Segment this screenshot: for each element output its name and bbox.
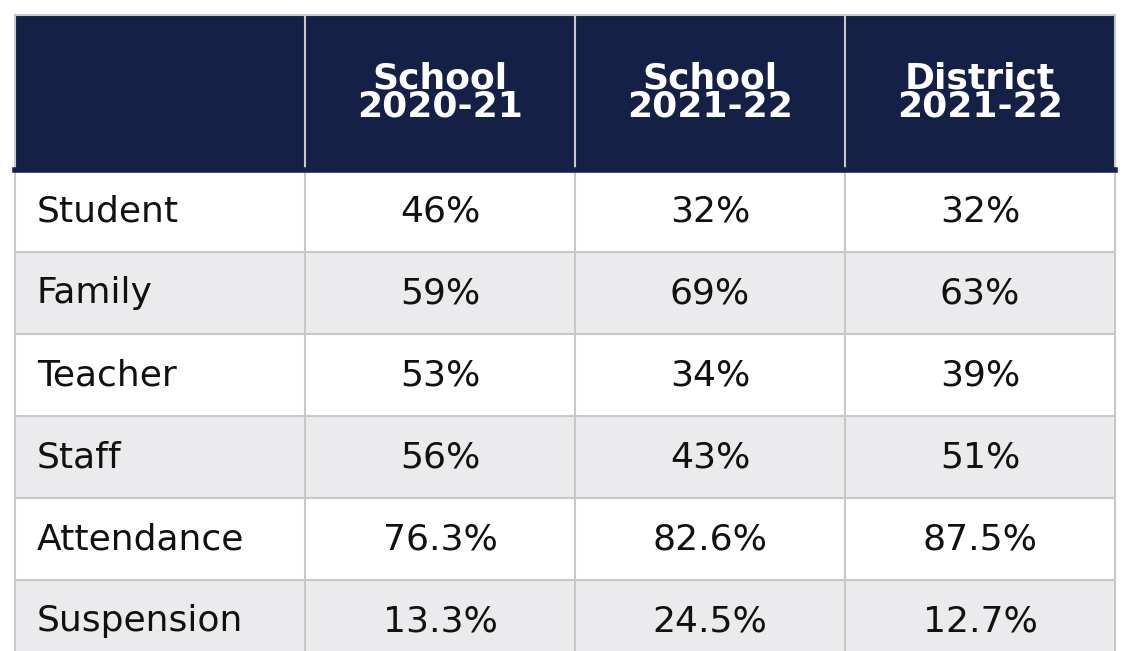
Text: 59%: 59% [400,276,480,310]
Text: Teacher: Teacher [37,358,176,392]
Text: 76.3%: 76.3% [383,522,497,556]
Text: 43%: 43% [670,440,750,474]
Text: 32%: 32% [940,194,1020,228]
Text: Attendance: Attendance [37,522,244,556]
Text: 12.7%: 12.7% [922,604,1037,638]
Text: 82.6%: 82.6% [652,522,767,556]
Text: 51%: 51% [940,440,1020,474]
Text: 2021-22: 2021-22 [627,90,793,124]
Bar [15,416,1115,498]
Text: 24.5%: 24.5% [652,604,767,638]
Text: 53%: 53% [400,358,480,392]
Text: School: School [373,61,507,95]
Text: 2020-21: 2020-21 [357,90,523,124]
Bar [15,334,1115,416]
Bar [15,580,1115,651]
Text: Staff: Staff [37,440,122,474]
Text: 87.5%: 87.5% [922,522,1037,556]
Text: 39%: 39% [940,358,1020,392]
Text: District: District [905,61,1055,95]
Text: Student: Student [37,194,180,228]
Bar [15,252,1115,334]
Bar [15,15,1115,170]
Text: 13.3%: 13.3% [383,604,497,638]
Text: 32%: 32% [670,194,750,228]
Text: 46%: 46% [400,194,480,228]
Text: 63%: 63% [940,276,1020,310]
Bar [15,498,1115,580]
Text: 2021-22: 2021-22 [897,90,1063,124]
Text: School: School [643,61,777,95]
Bar [15,170,1115,252]
Text: 56%: 56% [400,440,480,474]
Text: Suspension: Suspension [37,604,243,638]
Text: 34%: 34% [670,358,750,392]
Text: Family: Family [37,276,153,310]
Text: 69%: 69% [670,276,750,310]
